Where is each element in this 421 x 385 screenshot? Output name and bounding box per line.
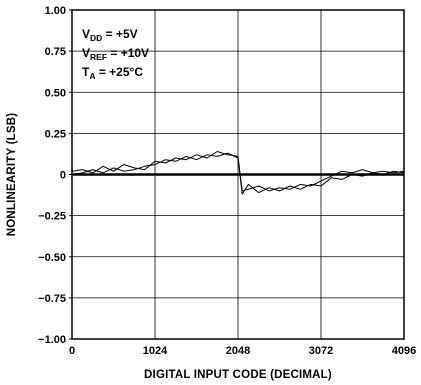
y-axis-label: NONLINEARITY (LSB) <box>6 113 18 237</box>
y-tick-label-8: −1.00 <box>38 334 66 346</box>
x-tick-label-3: 3072 <box>309 345 333 357</box>
conditions-annotation: VDD = +5V VREF = +10V TA = +25°C <box>82 27 149 81</box>
annotation-line-2: VREF = +10V <box>82 46 149 62</box>
x-tick-labels: 0 1024 2048 3072 4096 <box>69 345 416 357</box>
annotation-line-1: VDD = +5V <box>82 27 138 43</box>
y-tick-labels: 1.00 0.75 0.50 0.25 0 −0.25 −0.50 −0.75 −1.00 <box>38 5 72 346</box>
y-tick-label-1: 0.75 <box>45 46 66 58</box>
y-tick-label-2: 0.50 <box>45 87 66 99</box>
series-2-line <box>71 152 405 195</box>
y-tick-label-3: 0.25 <box>45 128 66 140</box>
x-tick-label-2: 2048 <box>226 345 250 357</box>
x-tick-label-4: 4096 <box>392 345 416 357</box>
y-tick-label-4: 0 <box>60 170 66 182</box>
annotation-line-3: TA = +25°C <box>82 65 143 81</box>
y-tick-label-5: −0.25 <box>38 211 66 223</box>
y-tick-label-6: −0.50 <box>38 252 66 264</box>
y-tick-label-0: 1.00 <box>45 5 66 17</box>
x-tick-label-1: 1024 <box>143 345 168 357</box>
x-tick-label-0: 0 <box>69 345 75 357</box>
x-axis-label: DIGITAL INPUT CODE (DECIMAL) <box>144 369 332 381</box>
y-tick-label-7: −0.75 <box>38 293 66 305</box>
